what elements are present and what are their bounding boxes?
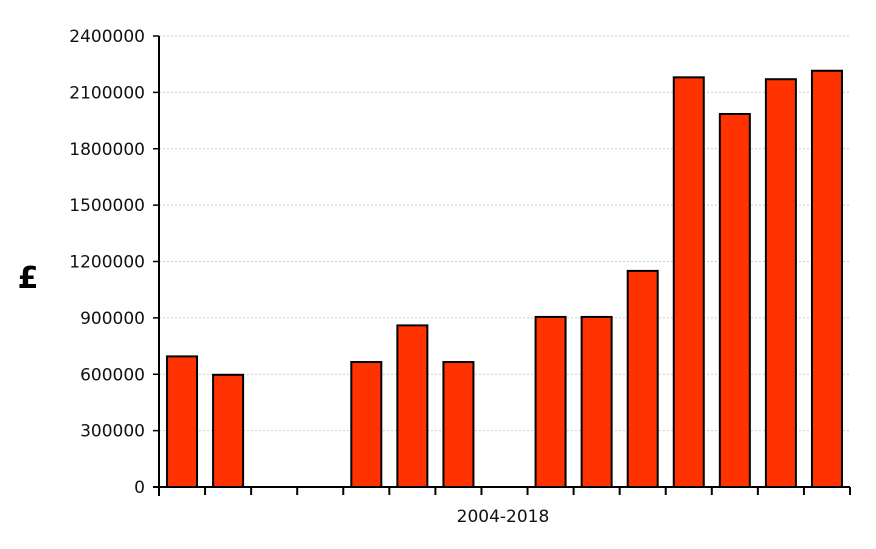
y-tick-label: 1200000 xyxy=(69,253,145,273)
y-tick-label: 1800000 xyxy=(69,140,145,160)
bar xyxy=(810,69,843,488)
bar xyxy=(580,315,613,489)
bar xyxy=(396,324,429,488)
bar xyxy=(166,355,199,488)
y-tick-label: 0 xyxy=(134,478,145,498)
axes xyxy=(153,35,851,496)
bar xyxy=(718,112,751,489)
y-tick-labels: 0 300000 600000 900000 1200000 1500000 1800000… xyxy=(69,27,145,498)
y-tick-label: 2100000 xyxy=(69,83,145,103)
bar xyxy=(764,78,797,489)
bar xyxy=(212,373,245,488)
y-tick-label: 300000 xyxy=(80,422,145,442)
bar xyxy=(672,76,705,488)
x-axis-label: 2004-2018 xyxy=(457,507,550,527)
bar xyxy=(350,361,383,489)
y-tick-label: 900000 xyxy=(80,309,145,329)
y-axis-label: £ xyxy=(18,261,39,296)
bar xyxy=(534,315,567,489)
y-tick-label: 2400000 xyxy=(69,27,145,47)
bars-group xyxy=(166,69,843,489)
y-tick-label: 1500000 xyxy=(69,196,145,216)
bar xyxy=(626,269,659,489)
y-tick-label: 600000 xyxy=(80,365,145,385)
grid-lines xyxy=(159,35,850,432)
bar xyxy=(442,361,475,489)
